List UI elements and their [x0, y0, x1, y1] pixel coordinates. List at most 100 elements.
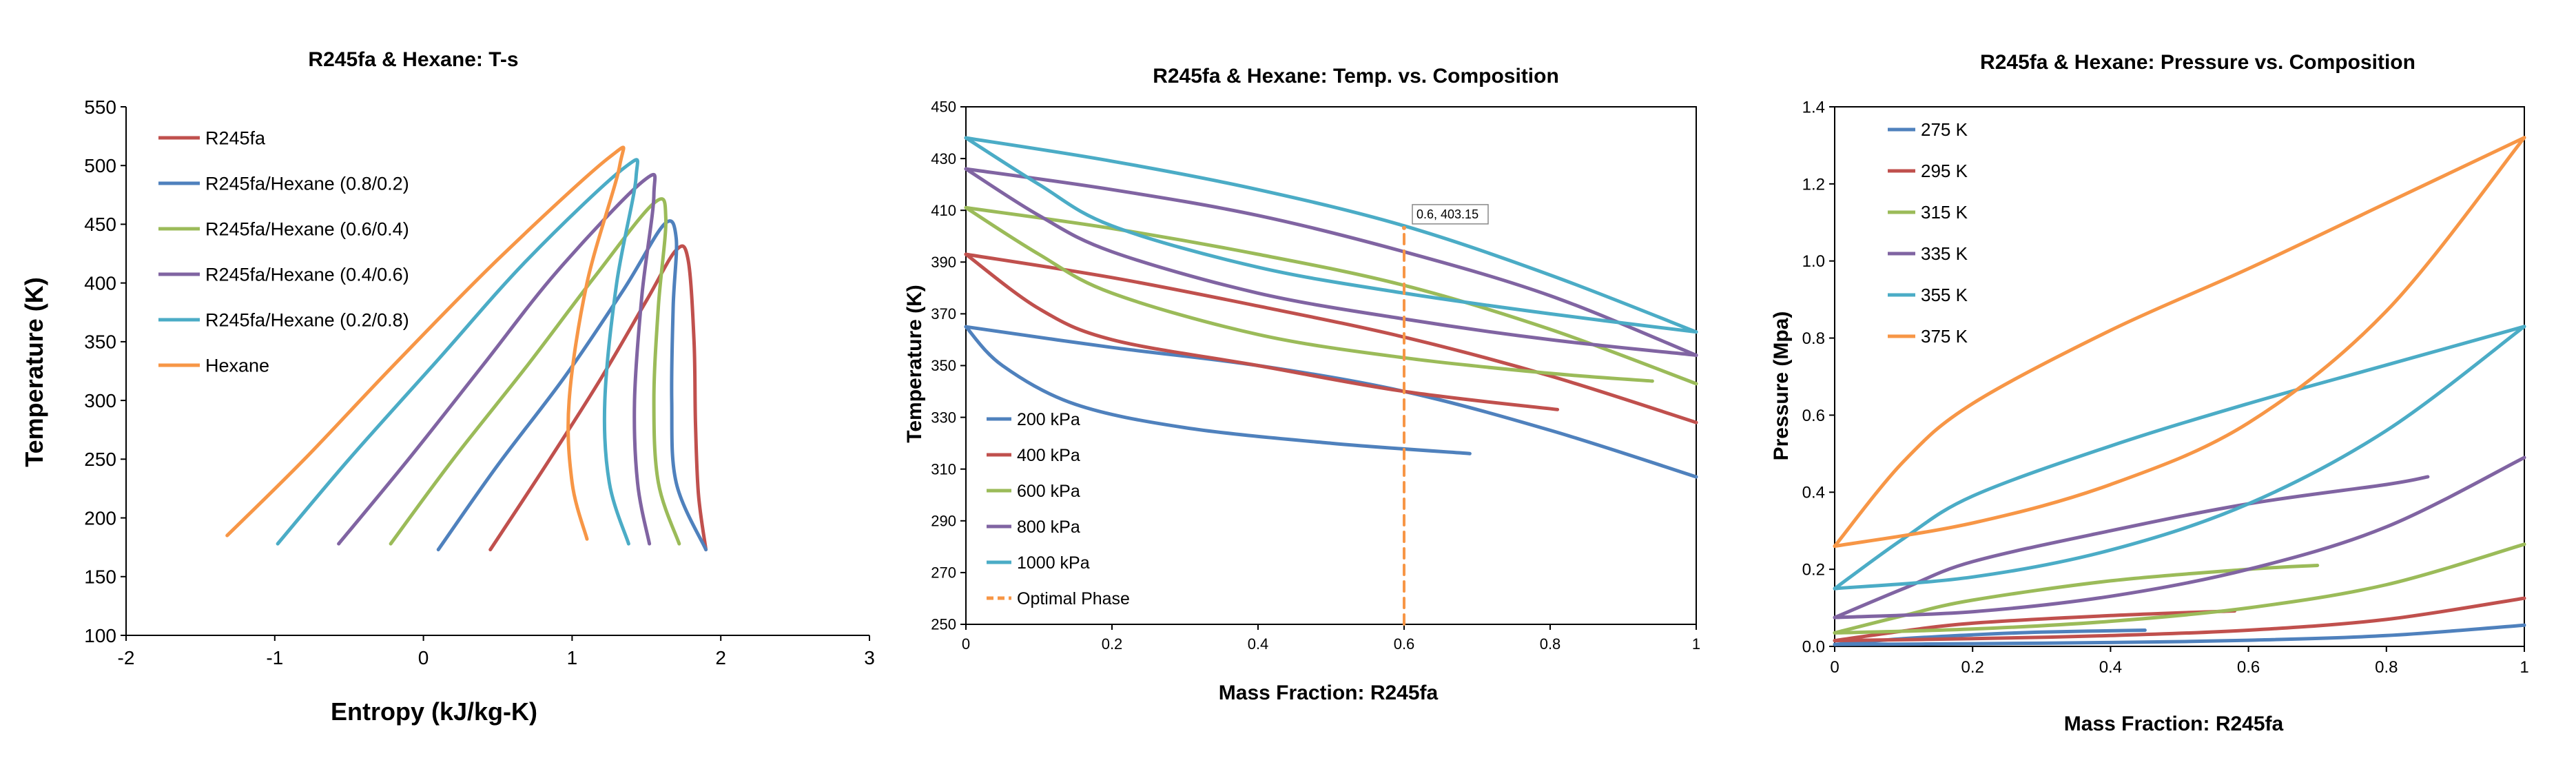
legend-label-r245fa: R245fa	[205, 127, 266, 148]
x-tick-label: 0.2	[1961, 658, 1984, 677]
annotation-label: 0.6, 403.15	[1416, 207, 1478, 221]
series-line-200-kpa-2	[964, 325, 1472, 455]
y-tick-label: 1.2	[1802, 175, 1825, 194]
series-line-r245fa-hexane-0-6-0-4	[389, 197, 681, 546]
y-axis-label: Temperature (K)	[20, 277, 48, 467]
y-tick-label: 200	[84, 507, 116, 529]
series-line-600-kpa-2	[964, 205, 1654, 383]
series-line-335-k-2	[1833, 475, 2430, 620]
x-tick-label: 3	[864, 647, 875, 668]
chart-title: R245fa & Hexane: T-s	[308, 48, 518, 71]
y-tick-label: 0.6	[1802, 407, 1825, 425]
y-tick-label: 390	[931, 254, 956, 271]
annotation-box	[1412, 204, 1489, 225]
series-line-375-k-1	[1833, 136, 2526, 549]
x-tick-label: 0	[1830, 658, 1839, 677]
series-line-r245fa-hexane-0-4-0-6	[337, 172, 657, 546]
series-line-295-k-1	[1833, 596, 2526, 643]
series-line-r245fa	[488, 244, 708, 552]
plot-frame	[1834, 106, 2525, 647]
y-tick-label: 0.2	[1802, 561, 1825, 580]
x-tick-label: 0.8	[1540, 635, 1561, 653]
legend-label-r245fa-hexane-0-8-0-2: R245fa/Hexane (0.8/0.2)	[205, 173, 409, 194]
y-tick-label: 250	[931, 616, 956, 633]
x-tick-label: 0.4	[2099, 658, 2122, 677]
legend-label-1000-kpa: 1000 kPa	[1017, 553, 1090, 573]
y-tick-label: 0.4	[1802, 484, 1825, 502]
y-tick-label: 410	[931, 202, 956, 219]
x-tick-label: 0.4	[1248, 635, 1269, 653]
series-line-hexane	[225, 145, 626, 541]
x-tick-label: 0.6	[2237, 658, 2260, 677]
legend-label-335-k: 335 K	[1921, 243, 1968, 264]
x-tick-label: 2	[715, 647, 726, 668]
legend-label-200-kpa: 200 kPa	[1017, 410, 1080, 429]
y-tick-label: 430	[931, 150, 956, 167]
series-line-800-kpa-2	[964, 167, 1698, 357]
legend-label-r245fa-hexane-0-2-0-8: R245fa/Hexane (0.2/0.8)	[205, 309, 409, 330]
y-axis-label: Temperature (K)	[903, 285, 926, 442]
series-line-400-kpa-1	[964, 252, 1698, 424]
legend-label-optimal-phase: Optimal Phase	[1017, 589, 1130, 608]
legend-label-400-kpa: 400 kPa	[1017, 446, 1080, 465]
y-tick-label: 0.8	[1802, 329, 1825, 348]
series-line-355-k-1	[1833, 325, 2526, 591]
y-tick-label: 350	[84, 331, 116, 353]
y-tick-label: 300	[84, 390, 116, 411]
chart-panel-ts: R245fa & Hexane: T-s -2 -1 0 1 2 3 100 150 200 250…	[20, 48, 875, 726]
x-tick-label: 1	[2520, 658, 2528, 677]
y-tick-label: 370	[931, 305, 956, 323]
y-tick-label: 1.0	[1802, 252, 1825, 271]
legend-label-315-k: 315 K	[1921, 202, 1968, 223]
x-tick-label: 0	[418, 647, 429, 668]
legend-label-275-k: 275 K	[1921, 119, 1968, 140]
series-line-r245fa-hexane-0-2-0-8	[276, 158, 639, 546]
legend-label-375-k: 375 K	[1921, 326, 1968, 347]
x-tick-label: 0.2	[1102, 635, 1123, 653]
x-tick-label: 1	[1692, 635, 1700, 653]
y-tick-label: 1.4	[1802, 98, 1825, 116]
legend-label-295-k: 295 K	[1921, 161, 1968, 181]
x-tick-label: 1	[567, 647, 578, 668]
legend-label-800-kpa: 800 kPa	[1017, 518, 1080, 537]
series-line-1000-kpa-2	[964, 136, 1698, 334]
series-line-375-k-2	[1833, 136, 2526, 549]
y-tick-label: 330	[931, 409, 956, 426]
y-tick-label: 250	[84, 449, 116, 470]
y-tick-label: 310	[931, 460, 956, 478]
y-tick-label: 500	[84, 155, 116, 176]
y-tick-label: 550	[84, 96, 116, 118]
x-tick-label: 0.6	[1394, 635, 1415, 653]
x-tick-label: -2	[118, 647, 135, 668]
x-axis-label: Mass Fraction: R245fa	[1219, 682, 1439, 704]
y-axis-label: Pressure (Mpa)	[1770, 311, 1793, 461]
series-line-275-k-1	[1833, 623, 2526, 646]
chart-title: R245fa & Hexane: Temp. vs. Composition	[1153, 65, 1559, 88]
series-line-600-kpa-1	[964, 205, 1698, 386]
series-line-400-kpa-2	[964, 252, 1560, 411]
chart-panel-tc: R245fa & Hexane: Temp. vs. Composition 0 0…	[903, 65, 1700, 704]
annotation-point	[1402, 225, 1406, 230]
y-tick-label: 350	[931, 357, 956, 374]
y-tick-label: 400	[84, 272, 116, 294]
series-line-200-kpa-1	[964, 325, 1698, 479]
x-tick-label: 0	[962, 635, 970, 653]
legend-label-r245fa-hexane-0-4-0-6: R245fa/Hexane (0.4/0.6)	[205, 264, 409, 285]
series-line-1000-kpa-1	[964, 136, 1698, 334]
x-axis-label: Mass Fraction: R245fa	[2064, 713, 2284, 735]
series-line-315-k-1	[1833, 542, 2526, 635]
y-tick-label: 0.0	[1802, 637, 1825, 656]
y-tick-label: 450	[84, 214, 116, 235]
series-line-800-kpa-1	[964, 167, 1698, 357]
legend-label-hexane: Hexane	[205, 355, 269, 376]
series-line-335-k-1	[1833, 455, 2526, 620]
y-tick-label: 270	[931, 564, 956, 582]
legend-label-355-k: 355 K	[1921, 285, 1968, 305]
chart-title: R245fa & Hexane: Pressure vs. Compositio…	[1980, 51, 2415, 74]
y-tick-label: 150	[84, 566, 116, 588]
x-tick-label: 0.8	[2375, 658, 2398, 677]
y-tick-label: 100	[84, 625, 116, 646]
legend-label-r245fa-hexane-0-6-0-4: R245fa/Hexane (0.6/0.4)	[205, 218, 409, 239]
y-tick-label: 290	[931, 513, 956, 530]
